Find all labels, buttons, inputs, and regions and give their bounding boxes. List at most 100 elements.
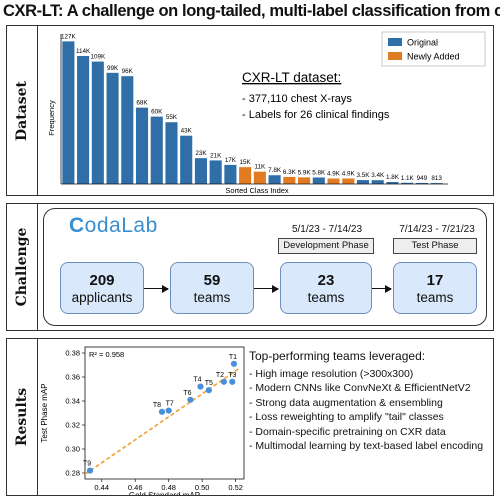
flow-arrow	[254, 283, 279, 294]
test-teams-count: 17	[426, 272, 444, 289]
bar-value-label: 21K	[210, 152, 222, 159]
data-point	[86, 467, 94, 474]
data-point	[230, 360, 238, 367]
dev-teams-count: 23	[317, 272, 335, 289]
applicants-count: 209	[89, 272, 115, 289]
applicants-box: 209 applicants	[60, 262, 144, 314]
bar-value-label: 6.3K	[283, 169, 297, 176]
bar-value-label: 96K	[122, 68, 134, 75]
section-divider	[37, 26, 39, 195]
dataset-info-line: - Labels for 26 clinical findings	[242, 109, 390, 121]
bar	[298, 177, 311, 184]
bar	[356, 180, 370, 184]
bar	[401, 182, 414, 184]
dev-phase-label: Development Phase	[278, 238, 374, 254]
data-point	[158, 408, 166, 415]
dataset-label: Dataset	[14, 80, 30, 141]
dataset-heading: CXR-LT dataset:	[242, 70, 341, 85]
bar-value-label: 5.9K	[298, 169, 312, 176]
bar	[135, 107, 149, 184]
bar-value-label: 17K	[225, 157, 237, 164]
x-axis-title: Gold Standard mAP	[129, 491, 200, 495]
bar-value-label: 7.8K	[268, 167, 282, 174]
bar-value-label: 3.4K	[371, 172, 385, 179]
bar	[268, 175, 281, 184]
bar	[342, 178, 355, 184]
results-bullet: - Multimodal learning by text-based labe…	[249, 440, 484, 452]
bar-value-label: 3.5K	[356, 172, 370, 179]
codalab-logo-text: odaLab	[84, 214, 158, 237]
codalab-logo: CodaLab	[69, 214, 158, 238]
results-bullet: - Strong data augmentation & ensembling	[249, 396, 443, 409]
bar	[150, 116, 163, 184]
bar	[165, 122, 178, 184]
results-bullet: - High image resolution (>300x300)	[249, 367, 414, 380]
legend-swatch	[388, 38, 402, 46]
bar	[91, 61, 104, 185]
applicants-label: applicants	[71, 290, 133, 305]
y-tick-label: 0.32	[65, 421, 80, 430]
bar	[312, 177, 325, 184]
x-axis-title: Sorted Class Index	[225, 186, 289, 195]
section-divider	[37, 204, 39, 330]
bar-value-label: 114K	[76, 48, 91, 55]
test-dates: 7/14/23 - 7/21/23	[399, 224, 475, 235]
point-label: T1	[229, 354, 237, 361]
challenge-label: Challenge	[14, 227, 30, 307]
data-point	[197, 383, 204, 390]
legend-label: Newly Added	[407, 52, 460, 62]
registered-teams-box: 59 teams	[170, 262, 254, 314]
x-tick-label: 0.44	[94, 483, 109, 492]
point-label: T8	[153, 402, 161, 409]
map-scatter-plot: 0.44 0.46 0.48 0.50 0.52 0.28 0.30 0.32 0.34 0.36…	[40, 346, 245, 495]
fit-line	[84, 367, 240, 475]
legend-label: Original	[407, 38, 438, 48]
bar-value-label: 949	[417, 175, 428, 182]
bar-value-label: 99K	[107, 65, 119, 72]
results-heading: Top-performing teams leveraged:	[249, 349, 426, 363]
point-label: T9	[83, 461, 91, 468]
registered-teams-label: teams	[193, 290, 231, 305]
data-point	[229, 378, 236, 385]
y-tick-label: 0.28	[65, 469, 80, 478]
y-tick-label: 0.38	[65, 349, 80, 358]
dev-teams-box: 23 teams	[280, 262, 372, 314]
test-phase-label: Test Phase	[393, 238, 477, 254]
legend-box	[381, 31, 486, 67]
point-label: T4	[193, 377, 201, 384]
bar-value-label: 60K	[151, 109, 163, 116]
x-tick-label: 0.48	[161, 483, 176, 492]
bar-value-label: 1.1K	[401, 175, 415, 182]
bar-value-label: 127K	[61, 33, 77, 40]
codalab-logo-c: C	[69, 214, 85, 237]
bar-value-label: 5.8K	[312, 169, 326, 176]
results-section: Results 0.44 0.46 0.48 0.50 0.52 0.28 0.30 0.32…	[6, 338, 494, 496]
bar	[121, 76, 134, 184]
y-axis-title: Frequency	[47, 100, 56, 136]
bar	[209, 160, 222, 184]
test-teams-box: 17 teams	[393, 262, 477, 314]
data-point	[220, 378, 228, 385]
flow-arrow	[144, 283, 169, 294]
section-divider	[37, 339, 39, 495]
inner-panel	[43, 208, 487, 326]
point-label: T5	[205, 380, 213, 387]
y-tick-label: 0.36	[65, 373, 80, 382]
x-tick-label: 0.52	[228, 483, 243, 492]
r-squared-annotation: R² = 0.958	[89, 350, 124, 359]
bar-value-label: 109K	[90, 54, 106, 61]
point-label: T3	[228, 372, 236, 379]
bar	[430, 183, 443, 184]
x-tick-label: 0.50	[195, 483, 210, 492]
bar	[386, 181, 399, 184]
bar-value-label: 11K	[254, 164, 266, 171]
results-label: Results	[14, 387, 30, 447]
plot-frame	[84, 346, 245, 480]
dev-dates: 5/1/23 - 7/14/23	[291, 224, 363, 235]
bar-value-label: 1.8K	[386, 174, 400, 181]
bar	[62, 41, 75, 184]
data-point	[165, 407, 172, 414]
bar	[283, 176, 296, 184]
bar-value-label: 55K	[166, 114, 178, 121]
bar	[239, 167, 252, 184]
